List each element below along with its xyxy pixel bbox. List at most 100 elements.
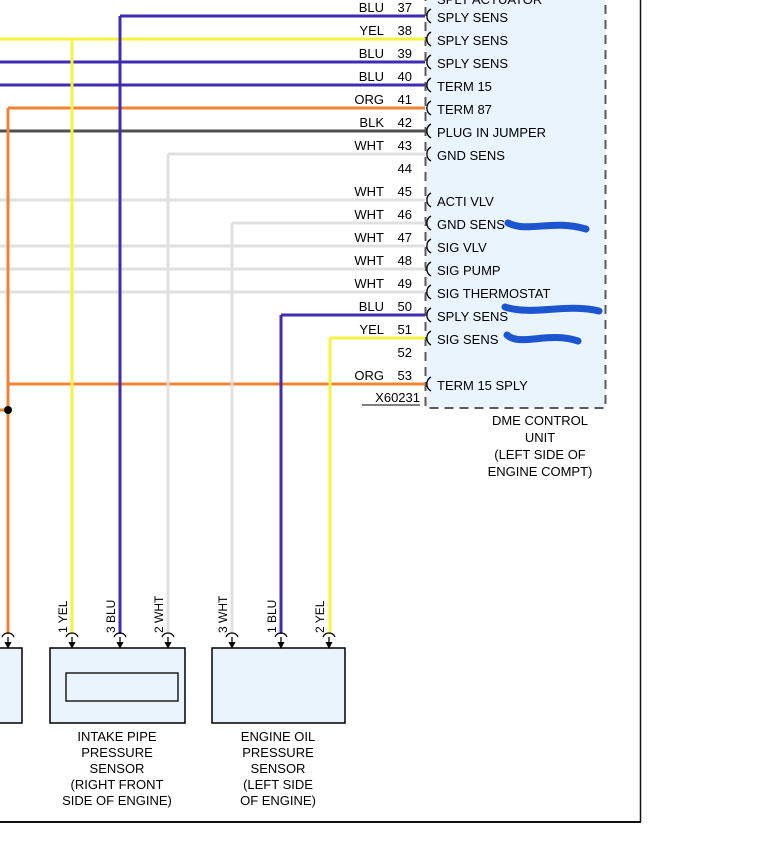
pin-connector-arc-icon <box>426 146 432 162</box>
pin-signal-label: SPLY SENS <box>437 56 508 71</box>
oil-sensor-caption-line: ENGINE OIL <box>241 729 315 744</box>
pin-wire-color-label: ORG <box>354 368 384 383</box>
intake-sensor-caption-line: SENSOR <box>90 761 145 776</box>
sensor-pin-label: 2 WHT <box>152 595 166 633</box>
pin-wire-color-label: BLU <box>359 0 384 15</box>
intake-sensor-caption-line: (RIGHT FRONT <box>71 777 164 792</box>
pin-number: 47 <box>398 230 412 245</box>
pin-signal-label: SPLY SENS <box>437 309 508 324</box>
pin-number: 53 <box>398 368 412 383</box>
pin-wire-color-label: WHT <box>354 253 384 268</box>
sensor-pin-label: 1 YEL <box>56 600 70 633</box>
connector-id: X60231 <box>375 390 420 405</box>
pin-connector-arc-icon <box>426 330 432 346</box>
pin-signal-label: SIG VLV <box>437 240 487 255</box>
pin-number: 45 <box>398 184 412 199</box>
sensor-pin-arc-icon <box>113 632 127 638</box>
sensor-pin-label: 2 YEL <box>313 600 327 633</box>
sensor-pin-arc-icon <box>161 632 175 638</box>
pin-number: 51 <box>398 322 412 337</box>
pin-connector-arc-icon <box>426 77 432 93</box>
sensor-pin-arrow-icon <box>164 642 172 649</box>
pin-number: 49 <box>398 276 412 291</box>
sensor-pin-arrow-icon <box>325 642 333 649</box>
pin-connector-arc-icon <box>426 307 432 323</box>
sensor-pin-arrow-icon <box>116 642 124 649</box>
pin-signal-label: TERM 87 <box>437 102 492 117</box>
pin-connector-arc-icon <box>426 8 432 24</box>
pin-wire-color-label: WHT <box>354 207 384 222</box>
pin-number: 37 <box>398 0 412 15</box>
oil-sensor-caption-line: SENSOR <box>251 761 306 776</box>
highlight-stroke-2 <box>501 303 603 315</box>
pin-signal-label: TERM 15 <box>437 79 492 94</box>
highlight-stroke-3 <box>503 331 582 345</box>
pin-signal-label: TERM 15 SPLY <box>437 378 528 393</box>
pin-signal-label: SIG THERMOSTAT <box>437 286 550 301</box>
pin-wire-color-label: WHT <box>354 230 384 245</box>
pin-number: 50 <box>398 299 412 314</box>
sensor-box-partial-left <box>0 647 23 724</box>
pin-number: 40 <box>398 69 412 84</box>
sensor-pin-label: 3 BLU <box>104 600 118 633</box>
pin-signal-label-partial: SPLY ACTUATOR <box>437 0 542 7</box>
sensor-pin-arrow-icon <box>68 642 76 649</box>
oil-sensor-caption-line: OF ENGINE) <box>240 793 316 808</box>
pin-number: 41 <box>398 92 412 107</box>
sensor-pin-arc-icon <box>1 632 15 638</box>
pin-wire-color-label: YEL <box>359 23 384 38</box>
sensor-pin-arrow-icon <box>228 642 236 649</box>
pin-signal-label: ACTI VLV <box>437 194 494 209</box>
pin-signal-label: SPLY SENS <box>437 10 508 25</box>
pin-number: 38 <box>398 23 412 38</box>
intake-sensor-caption-line: PRESSURE <box>81 745 153 760</box>
sensor-pin-label: 3 WHT <box>216 595 230 633</box>
highlight-stroke-1 <box>504 219 590 233</box>
pin-connector-arc-icon <box>426 215 432 231</box>
sensor-pin-arc-icon <box>65 632 79 638</box>
sensor-box-oil <box>211 647 346 724</box>
sensor-box-intake <box>49 647 186 724</box>
sensor-pin-arrow-icon <box>4 642 12 649</box>
dme-caption-line: ENGINE COMPT) <box>488 464 593 479</box>
pin-connector-arc-icon <box>426 261 432 277</box>
oil-sensor-caption-line: PRESSURE <box>242 745 314 760</box>
pin-wire-color-label: BLU <box>359 69 384 84</box>
dme-caption-line: (LEFT SIDE OF <box>494 447 586 462</box>
sensor-pin-arc-icon <box>225 632 239 638</box>
pin-signal-label: GND SENS <box>437 217 505 232</box>
pin-signal-label: SIG SENS <box>437 332 499 347</box>
sensor-pin-arrow-icon <box>277 642 285 649</box>
pin-wire-color-label: WHT <box>354 138 384 153</box>
dme-caption-line: DME CONTROL <box>492 413 588 428</box>
pin-number: 44 <box>398 161 412 176</box>
pin-wire-color-label: YEL <box>359 322 384 337</box>
pin-connector-arc-icon <box>426 192 432 208</box>
pin-wire-color-label: WHT <box>354 276 384 291</box>
sensor-pin-label: 1 BLU <box>265 600 279 633</box>
pin-connector-arc-icon <box>426 100 432 116</box>
sensor-inner-element <box>65 672 179 702</box>
pin-connector-arc-icon <box>426 123 432 139</box>
pin-signal-label: SIG PUMP <box>437 263 501 278</box>
pin-number: 46 <box>398 207 412 222</box>
oil-sensor-caption-line: (LEFT SIDE <box>243 777 313 792</box>
pin-signal-label: GND SENS <box>437 148 505 163</box>
junction-dot <box>4 406 12 414</box>
intake-sensor-caption-line: SIDE OF ENGINE) <box>62 793 172 808</box>
sensor-pin-arc-icon <box>274 632 288 638</box>
pin-connector-arc-icon <box>426 238 432 254</box>
intake-sensor-caption-line: INTAKE PIPE <box>77 729 157 744</box>
pin-wire-color-label: ORG <box>354 92 384 107</box>
pin-wire-color-label: BLK <box>359 115 384 130</box>
pin-signal-label: SPLY SENS <box>437 33 508 48</box>
dme-caption-line: UNIT <box>525 430 555 445</box>
pin-connector-arc-icon <box>426 54 432 70</box>
pin-number: 48 <box>398 253 412 268</box>
pin-connector-arc-icon <box>426 376 432 392</box>
pin-number: 52 <box>398 345 412 360</box>
pin-wire-color-label: WHT <box>354 184 384 199</box>
pin-number: 43 <box>398 138 412 153</box>
